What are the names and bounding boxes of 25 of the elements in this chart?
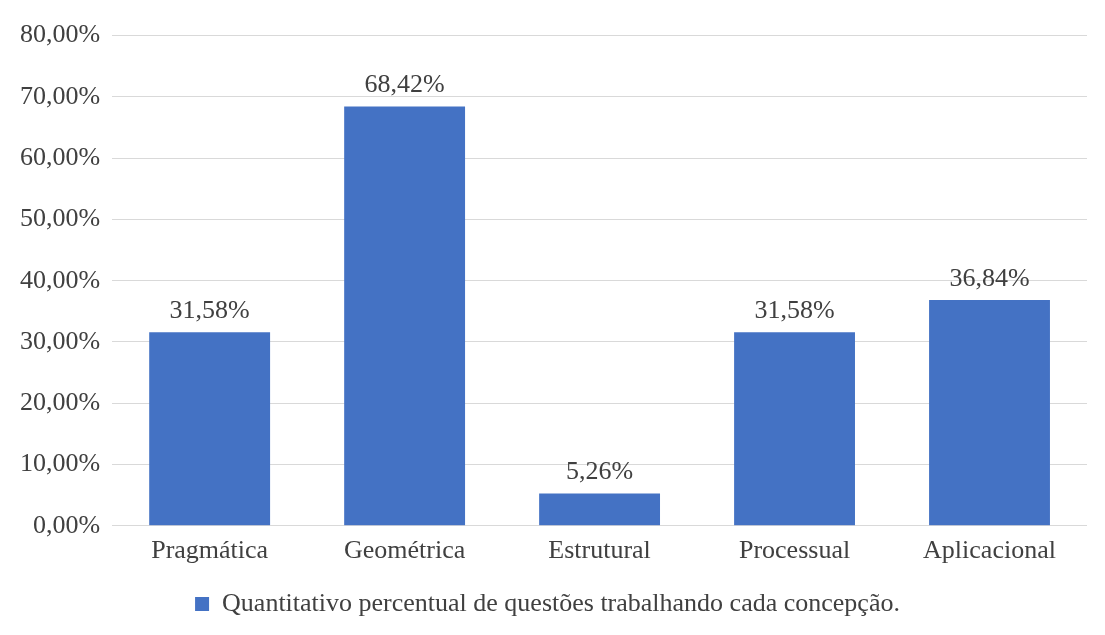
y-tick-label: 10,00%: [19, 448, 101, 478]
x-tick-label: Aplicacional: [923, 535, 1056, 565]
y-tick-label: 0,00%: [32, 509, 101, 539]
y-tick-label: 40,00%: [19, 264, 101, 294]
y-tick-label: 30,00%: [19, 325, 101, 355]
y-tick-label: 20,00%: [19, 387, 101, 417]
y-tick-label: 80,00%: [19, 19, 101, 49]
bar: [734, 332, 855, 526]
bar: [929, 300, 1050, 526]
bar: [539, 493, 661, 526]
data-label: 68,42%: [364, 69, 445, 99]
x-tick-label: Estrutural: [548, 535, 651, 565]
data-label: 31,58%: [754, 295, 835, 325]
y-tick-label: 50,00%: [19, 203, 101, 233]
x-tick-label: Geométrica: [343, 535, 466, 565]
data-label: 36,84%: [949, 262, 1030, 292]
x-tick-label: Processual: [738, 535, 851, 565]
bar: [149, 332, 271, 526]
y-tick-label: 60,00%: [19, 141, 101, 171]
y-tick-label: 70,00%: [19, 80, 101, 110]
bar: [344, 106, 466, 526]
x-tick-label: Pragmática: [151, 535, 269, 565]
legend-label: Quantitativo percentual de questões trabalhando cada concepção.: [222, 587, 900, 617]
data-label: 5,26%: [565, 456, 634, 486]
data-label: 31,58%: [169, 295, 250, 325]
